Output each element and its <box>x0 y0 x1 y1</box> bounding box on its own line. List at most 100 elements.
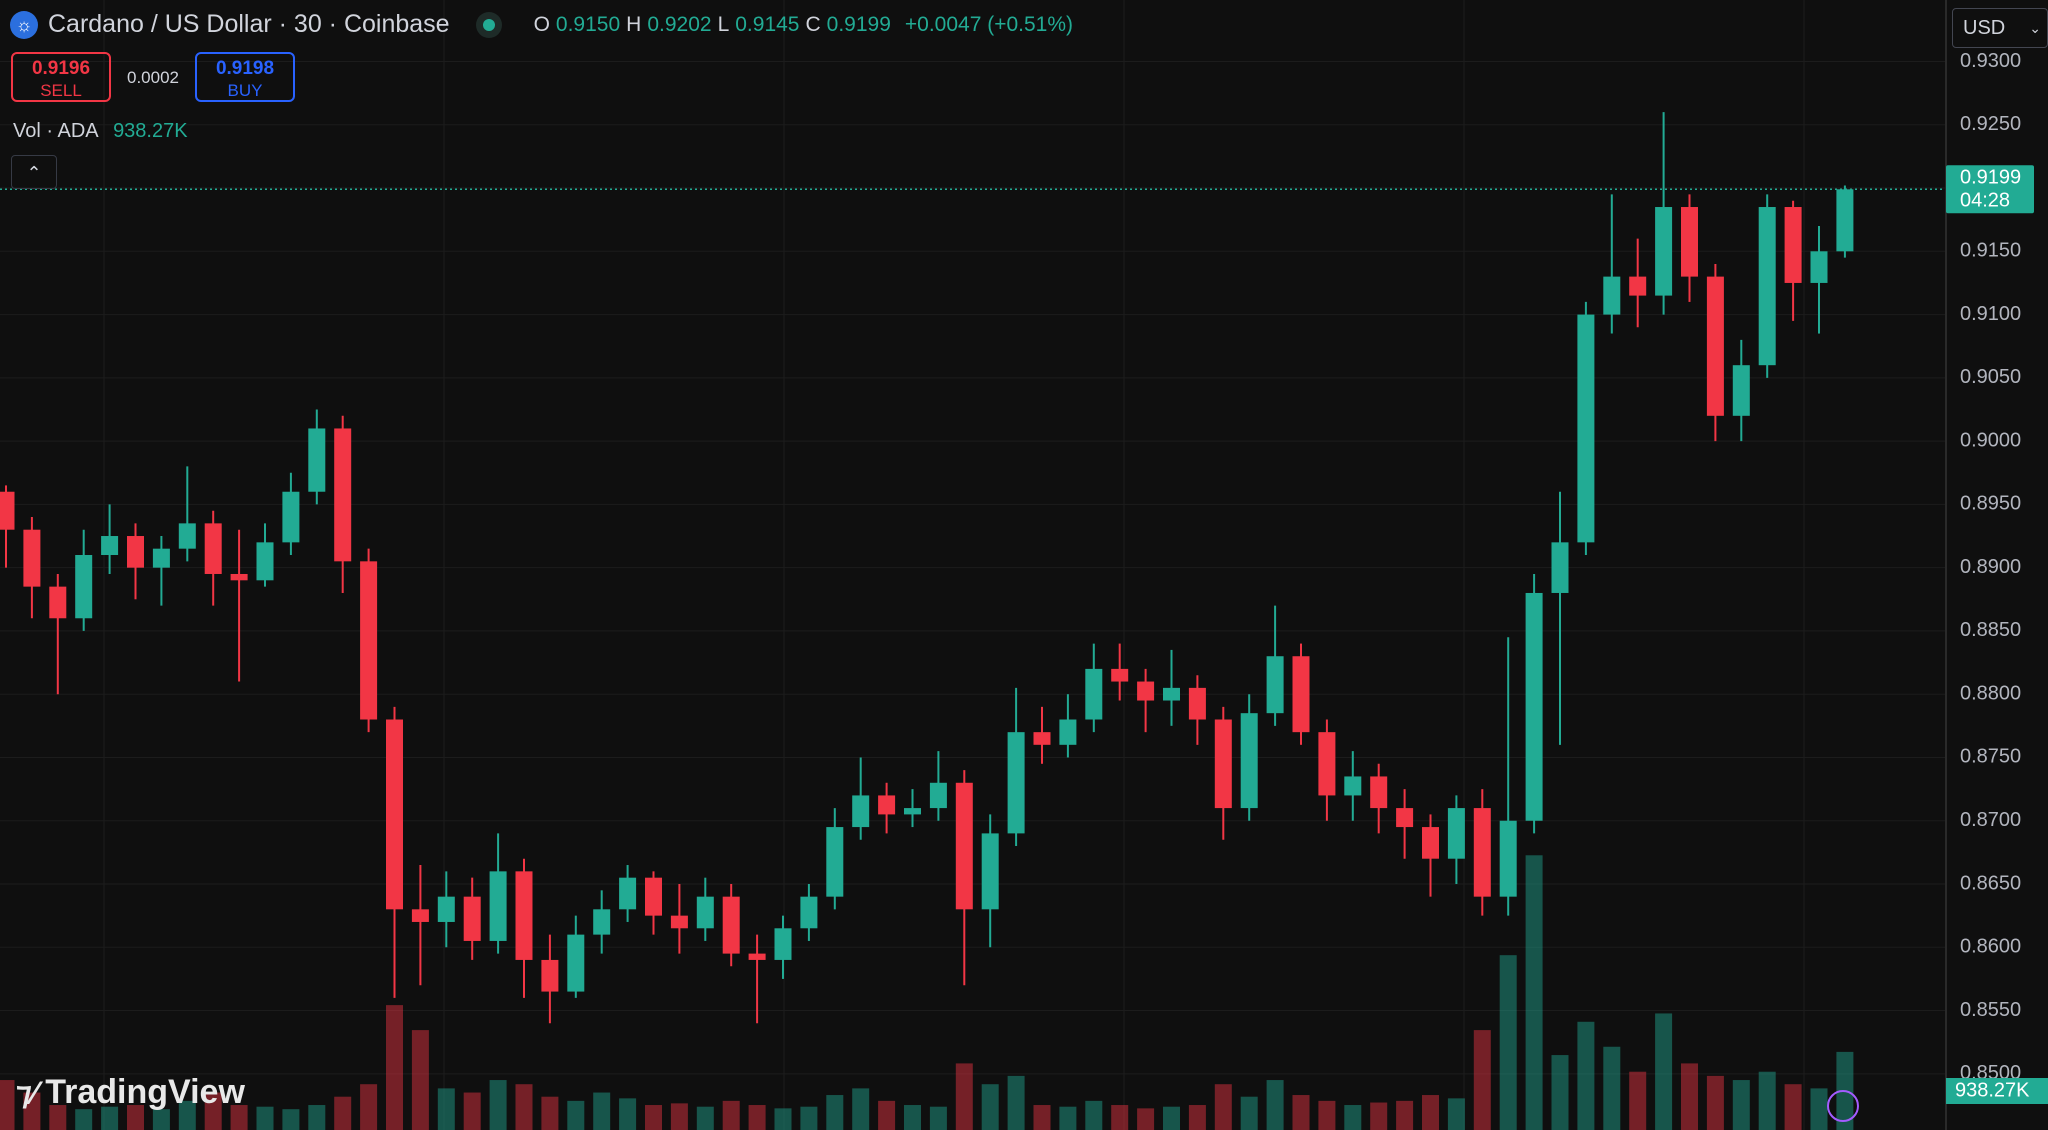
y-tick-label: 0.9000 <box>1960 429 2021 451</box>
candle-body <box>1577 314 1595 543</box>
volume-bar <box>981 1084 999 1130</box>
l-label: L <box>717 12 730 36</box>
volume-bar <box>1603 1046 1621 1130</box>
volume-bar <box>75 1109 93 1130</box>
volume-bar <box>1188 1105 1206 1130</box>
candle-body <box>230 573 248 581</box>
volume-bar <box>1214 1084 1232 1130</box>
candle-body <box>515 871 533 960</box>
h-value: 0.9202 <box>647 12 712 36</box>
volume-bar <box>1551 1055 1569 1130</box>
change: +0.0047 (+0.51%) <box>904 12 1074 36</box>
volume-bar <box>127 1105 144 1130</box>
candle-body <box>593 909 611 935</box>
currency-select[interactable]: USD ⌄ <box>1952 8 2048 48</box>
sell-label: SELL <box>40 81 82 100</box>
collapse-button[interactable]: ⌃ <box>11 155 57 189</box>
volume-bar <box>1577 1021 1595 1130</box>
volume-bar <box>437 1088 455 1130</box>
candle-body <box>1085 668 1103 720</box>
volume-bar <box>1318 1100 1336 1130</box>
volume-bar <box>515 1084 533 1130</box>
candle-body <box>204 523 222 574</box>
volume-bar <box>308 1105 326 1130</box>
candle-body <box>1810 251 1828 283</box>
buy-button[interactable]: 0.9198 BUY <box>195 52 295 102</box>
candle-body <box>152 548 170 568</box>
symbol-title[interactable]: Cardano / US Dollar · 30 · Coinbase <box>48 10 450 38</box>
buy-price: 0.9198 <box>215 58 275 79</box>
candle-body <box>1629 276 1647 296</box>
candle-body <box>541 959 559 992</box>
candle-body <box>49 586 67 619</box>
y-tick-label: 0.8950 <box>1960 493 2021 515</box>
last-price-label: 0.9199 <box>1960 167 2021 189</box>
last-price-box <box>1946 165 2034 214</box>
volume-bar <box>619 1098 637 1130</box>
candle-body <box>1344 776 1362 796</box>
volume-bar <box>1240 1096 1258 1130</box>
candle-body <box>826 827 844 897</box>
volume-bar <box>463 1092 481 1130</box>
candle-body <box>1007 732 1025 834</box>
y-tick-label: 0.9100 <box>1960 303 2021 325</box>
volume-bar <box>204 1092 222 1130</box>
volume-bar <box>1033 1105 1051 1130</box>
volume-bar <box>774 1108 792 1130</box>
candle-body <box>748 953 766 960</box>
candle-body <box>463 896 481 941</box>
volume-bar <box>360 1084 378 1130</box>
candle-body <box>1137 681 1155 701</box>
candle-body <box>1758 207 1776 366</box>
coin-icon: ☼ <box>10 10 38 39</box>
candle-body <box>1732 365 1750 416</box>
header: ☼ Cardano / US Dollar · 30 · Coinbase O 0… <box>10 10 1073 39</box>
candle-body <box>1836 189 1854 252</box>
volume-bar <box>178 1100 196 1130</box>
volume-bar <box>101 1106 119 1130</box>
candle-body <box>1473 808 1491 897</box>
candle-body <box>929 782 947 809</box>
volume-bar <box>1422 1095 1439 1130</box>
volume-bar <box>1629 1071 1647 1130</box>
candle-body <box>696 896 714 929</box>
sell-button[interactable]: 0.9196 SELL <box>11 52 111 102</box>
volume-bar <box>1810 1088 1828 1130</box>
volume-bar <box>541 1096 559 1130</box>
spread: 0.0002 <box>127 68 179 87</box>
candle-body <box>774 928 792 960</box>
volume-bar <box>645 1105 662 1130</box>
candle-body <box>1033 732 1051 745</box>
volume-bar <box>0 1080 15 1130</box>
candle-body <box>1188 687 1206 720</box>
volume-bar <box>1447 1098 1465 1130</box>
volume-bar <box>1137 1108 1155 1130</box>
volume-bar <box>1681 1063 1698 1130</box>
volume-bar <box>1784 1084 1802 1130</box>
c-label: C <box>805 12 821 36</box>
volume-bar <box>1732 1080 1750 1130</box>
volume-title: Vol · ADA <box>13 120 98 142</box>
h-label: H <box>626 12 642 36</box>
candle-body <box>1059 719 1077 745</box>
volume-bar <box>1655 1013 1673 1130</box>
candle-body <box>23 529 41 587</box>
volume-bar <box>852 1088 870 1130</box>
candle-body <box>411 909 429 922</box>
volume-bar <box>567 1100 585 1130</box>
volume-bar <box>1344 1105 1362 1130</box>
candle-body <box>437 896 455 922</box>
candle-body <box>308 428 326 492</box>
volume-bar <box>1370 1102 1388 1130</box>
candle-body <box>1240 713 1258 809</box>
candle-body <box>1163 687 1180 701</box>
volume-bar <box>49 1105 67 1130</box>
y-tick-label: 0.8600 <box>1960 936 2021 958</box>
volume-bar <box>1059 1106 1077 1130</box>
volume-bar <box>800 1106 818 1130</box>
o-label: O <box>533 12 550 36</box>
candle-body <box>878 795 896 815</box>
candle-body <box>1603 276 1621 315</box>
candle-body <box>955 782 973 910</box>
